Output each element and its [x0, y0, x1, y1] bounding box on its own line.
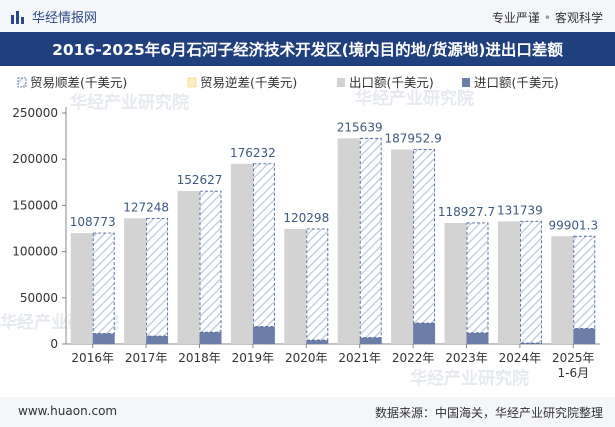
export-bar — [444, 222, 467, 344]
y-tick-label: 250000 — [12, 106, 58, 120]
tag-objective: 客观科学 — [554, 11, 603, 25]
export-bar — [70, 233, 93, 344]
bar-group-7 — [444, 222, 489, 344]
surplus-bar — [466, 222, 489, 334]
x-tick-label: 2016年 — [71, 351, 114, 365]
brand: 华经情报网 — [10, 7, 97, 26]
x-tick-label: 2019年 — [232, 351, 275, 365]
x-tick-label: 2020年 — [285, 351, 328, 365]
x-tick-label: 1-6月 — [557, 366, 589, 380]
bar-group-0 — [70, 232, 115, 344]
footer-source: 数据来源：中国海关，华经产业研究院整理 — [374, 406, 603, 420]
surplus-bar — [92, 232, 115, 335]
legend-label-deficit: 贸易逆差(千美元) — [200, 75, 297, 90]
value-label: 187952.9 — [384, 131, 441, 145]
top-bar: 华经情报网 专业严谨 • 客观科学 — [0, 0, 615, 32]
chart-title: 2016-2025年6月石河子经济技术开发区(境内目的地/货源地)进出口差额 — [0, 32, 615, 66]
x-tick-label: 2018年 — [178, 351, 221, 365]
import-bar — [252, 326, 275, 344]
value-label: 131739 — [497, 203, 543, 217]
import-bar — [413, 323, 436, 344]
export-bar — [337, 138, 360, 344]
surplus-bar — [359, 137, 382, 339]
export-bar — [497, 221, 520, 344]
value-label: 176232 — [230, 146, 276, 160]
export-bar — [284, 228, 307, 344]
value-label: 118927.7 — [438, 205, 495, 219]
bar-group-9 — [551, 235, 596, 344]
y-tick-label: 150000 — [12, 198, 58, 212]
legend-swatch-export — [337, 78, 345, 87]
surplus-bar — [519, 220, 542, 344]
x-tick-label: 2024年 — [499, 351, 542, 365]
import-bar — [146, 336, 169, 344]
export-bar — [391, 149, 414, 344]
bar-group-8 — [497, 220, 542, 344]
tagline: 专业严谨 • 客观科学 — [492, 9, 603, 26]
import-bar — [573, 328, 596, 344]
legend-label-surplus: 贸易顺差(千美元) — [30, 75, 127, 90]
brand-name: 华经情报网 — [32, 11, 98, 26]
y-tick-label: 0 — [50, 337, 58, 351]
legend-item-import: 进口额(千美元) — [462, 75, 559, 90]
y-tick-label: 200000 — [12, 152, 58, 166]
import-bar — [92, 333, 115, 344]
value-label: 120298 — [283, 211, 329, 225]
import-bar — [466, 332, 489, 344]
import-bar — [359, 337, 382, 344]
x-tick-label: 2021年 — [338, 351, 381, 365]
x-tick-label: 2017年 — [125, 351, 168, 365]
surplus-bar — [199, 190, 222, 333]
value-label: 127248 — [123, 200, 169, 214]
export-bar — [177, 191, 200, 344]
bar-group-3 — [230, 163, 275, 344]
legend-swatch-deficit — [187, 77, 197, 88]
footer-url: www.huaon.com — [18, 404, 118, 418]
x-tick-label: 2022年 — [392, 351, 435, 365]
import-bar — [199, 332, 222, 344]
value-label: 108773 — [70, 215, 116, 229]
export-bar — [124, 218, 147, 344]
bar-group-4 — [284, 228, 329, 344]
watermark-text: 华经产业研究院 — [410, 368, 529, 389]
bar-group-1 — [124, 218, 169, 344]
tag-professional: 专业严谨 — [491, 11, 540, 25]
legend-swatch-import — [462, 78, 470, 87]
import-bar — [306, 340, 329, 344]
legend-label-import: 进口额(千美元) — [474, 75, 559, 90]
value-label: 152627 — [177, 173, 223, 187]
surplus-bar — [573, 235, 596, 330]
watermark-text: 华经产业研究院 — [70, 92, 189, 113]
y-tick-label: 50000 — [20, 291, 58, 305]
legend-item-export: 出口额(千美元) — [337, 75, 434, 90]
surplus-bar — [306, 228, 329, 341]
surplus-bar — [252, 163, 275, 328]
y-tick-label: 100000 — [12, 245, 58, 259]
watermark-text: 华经产业研究院 — [355, 88, 474, 109]
value-label: 99901.3 — [548, 218, 598, 232]
export-bar — [230, 163, 253, 344]
x-tick-label: 2023年 — [445, 351, 488, 365]
tag-separator: • — [543, 11, 551, 25]
legend-swatch-surplus — [17, 77, 27, 88]
legend-label-export: 出口额(千美元) — [349, 75, 434, 90]
surplus-bar — [146, 218, 169, 337]
bar-group-2 — [177, 190, 222, 344]
x-tick-label: 2025年 — [552, 351, 595, 365]
export-bar — [551, 236, 574, 344]
legend-item-surplus: 贸易顺差(千美元) — [17, 75, 127, 90]
value-label: 215639 — [337, 120, 383, 134]
legend-item-deficit: 贸易逆差(千美元) — [187, 75, 297, 90]
footer: www.huaon.com 数据来源：中国海关，华经产业研究院整理 — [0, 397, 615, 427]
bar-logo-icon — [11, 10, 24, 24]
import-bar — [519, 343, 542, 344]
surplus-bar — [413, 148, 436, 324]
bar-group-6 — [391, 148, 436, 344]
bar-group-5 — [337, 137, 382, 344]
